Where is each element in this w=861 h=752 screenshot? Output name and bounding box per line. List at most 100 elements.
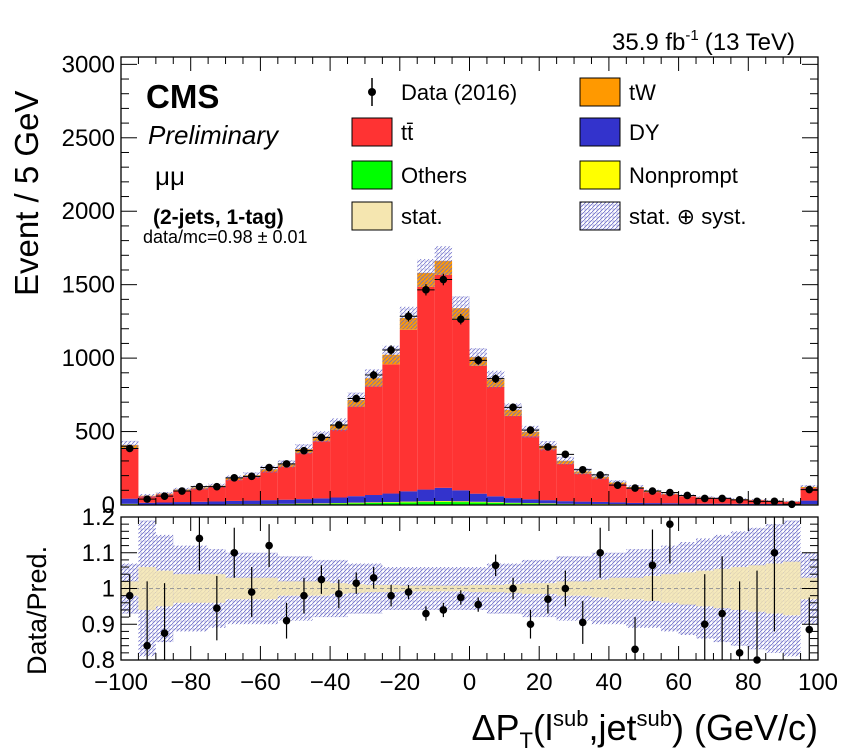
data-point [753, 497, 761, 506]
ratio-summary-label: data/mc=0.98 ± 0.01 [143, 227, 308, 247]
bar-2-8 [260, 500, 278, 504]
bar-2-14 [364, 495, 383, 503]
bar-0-12 [330, 503, 348, 505]
bar-0-20 [469, 502, 487, 505]
data-point [160, 492, 169, 500]
bar-1-16 [399, 501, 418, 503]
legend-swatch [351, 160, 393, 190]
ratio-point [300, 591, 308, 600]
ratio-stat-bin [277, 581, 296, 596]
ratio-point [422, 609, 430, 618]
bar-3-25 [556, 463, 575, 502]
legend-swatch [579, 117, 621, 147]
series-2 [121, 487, 818, 505]
bar-3-22 [504, 415, 522, 499]
ratio-point [509, 584, 517, 593]
ratio-point [666, 520, 674, 528]
data-point [491, 374, 500, 383]
bar-2-15 [382, 493, 400, 503]
bar-2-10 [295, 499, 313, 504]
bar-3-4 [190, 488, 209, 502]
bar-2-11 [312, 498, 331, 504]
data-point [230, 474, 239, 482]
channel-label: μμ [155, 161, 185, 191]
bar-2-3 [173, 502, 191, 505]
bar-1-18 [434, 501, 453, 502]
lumi-label: 35.9 fb-1 (13 TeV) [612, 27, 795, 56]
legend-swatch [579, 160, 621, 190]
data-point [561, 450, 570, 459]
lumi-exponent: -1 [685, 27, 698, 44]
legend-marker [368, 88, 376, 96]
x-axis-title-delta: ΔP [471, 707, 519, 748]
ratio-point [491, 561, 500, 570]
main-band-bin [434, 246, 453, 276]
ratio-stat-bin [608, 577, 627, 600]
bar-1-20 [469, 501, 487, 503]
legend-label: DY [629, 120, 660, 145]
x-tick-label: 20 [526, 669, 553, 696]
data-point [718, 494, 726, 503]
bar-0-17 [417, 502, 435, 505]
bar-3-28 [608, 483, 627, 503]
data-point [439, 275, 448, 284]
legend-label: stat. ⊕ syst. [629, 204, 746, 229]
ratio-y-tick-label: 1 [102, 576, 115, 603]
bar-2-24 [539, 500, 557, 504]
ratio-stat-bin [574, 581, 592, 596]
bar-2-16 [399, 491, 418, 502]
x-axis-title: ΔPT(lsub,jetsub) (GeV/c) [471, 706, 818, 752]
bar-2-13 [347, 496, 365, 503]
ratio-point [160, 629, 169, 637]
data-point [404, 312, 413, 321]
data-point [683, 491, 692, 500]
x-tick-label: 100 [798, 669, 838, 696]
ratio-point [125, 591, 134, 600]
bar-3-30 [643, 492, 662, 504]
data-point [422, 286, 430, 294]
bar-0-16 [399, 502, 418, 505]
data-point [247, 472, 256, 481]
y-tick-label: 2000 [62, 198, 115, 225]
data-point [178, 487, 186, 495]
bar-3-18 [434, 274, 453, 488]
ratio-stat-bin [783, 561, 801, 616]
ratio-stat-bin [678, 572, 697, 605]
bar-2-21 [486, 496, 505, 503]
legend-item-data: Data (2016) [368, 78, 517, 106]
y-tick-label: 1000 [62, 345, 115, 372]
bar-2-39 [800, 500, 818, 505]
ratio-y-tick-label: 0.8 [82, 647, 115, 674]
bar-3-20 [469, 365, 487, 494]
bar-2-34 [713, 503, 731, 505]
ratio-point [578, 618, 587, 627]
ratio-bands [121, 520, 818, 657]
ratio-points [125, 517, 814, 664]
main-y-axis: 0 500 1000 1500 2000 2500 3000 [62, 51, 818, 519]
bar-1-14 [364, 502, 383, 503]
ratio-point [230, 548, 239, 557]
x-tick-label: 60 [665, 669, 692, 696]
bar-2-26 [574, 501, 592, 504]
bar-3-23 [521, 436, 540, 500]
ratio-point [561, 584, 570, 593]
bar-3-26 [574, 473, 592, 502]
ratio-y-tick-label: 1.2 [82, 504, 115, 531]
bar-2-22 [504, 498, 522, 503]
bar-2-1 [138, 502, 156, 505]
legend-label: tW [629, 80, 656, 105]
data-point [265, 463, 273, 472]
legend-item-tw: tW [579, 77, 656, 107]
data-point [648, 487, 657, 495]
bar-3-10 [295, 452, 313, 500]
ratio-point [439, 606, 448, 614]
main-band-bin [452, 296, 470, 320]
bar-0-19 [452, 502, 470, 505]
ratio-point [143, 641, 151, 650]
ratio-point [718, 609, 726, 618]
main-band-bin [556, 456, 575, 465]
bar-3-9 [277, 466, 296, 500]
ratio-y-axis-title: Data/Pred. [22, 546, 52, 675]
bar-2-4 [190, 501, 209, 505]
legend-swatch [351, 201, 393, 231]
